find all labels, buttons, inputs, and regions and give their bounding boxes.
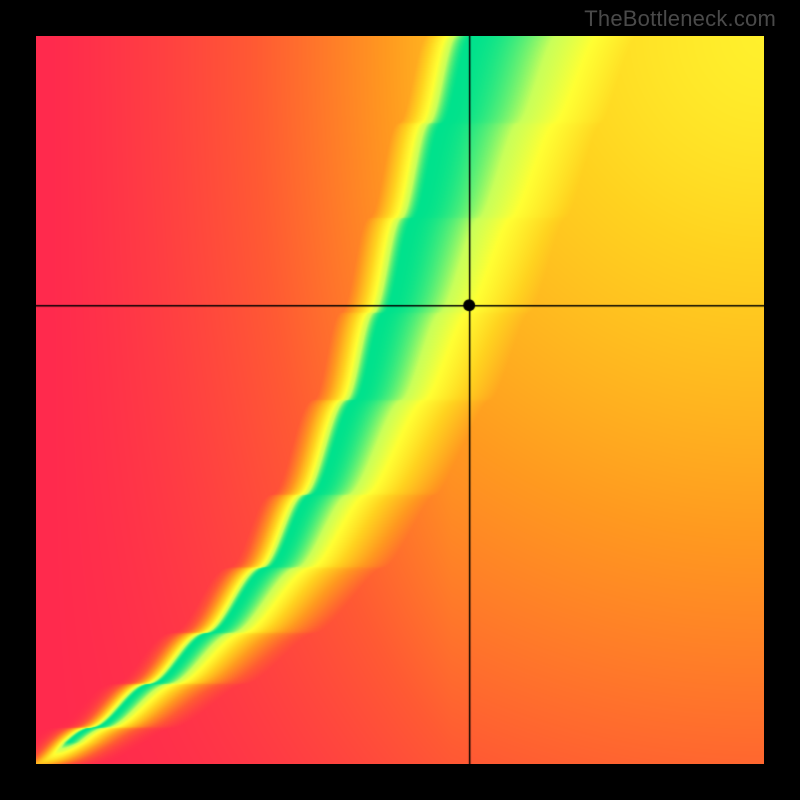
attribution-text: TheBottleneck.com: [584, 6, 776, 32]
chart-container: TheBottleneck.com: [0, 0, 800, 800]
bottleneck-heatmap: [36, 36, 764, 764]
